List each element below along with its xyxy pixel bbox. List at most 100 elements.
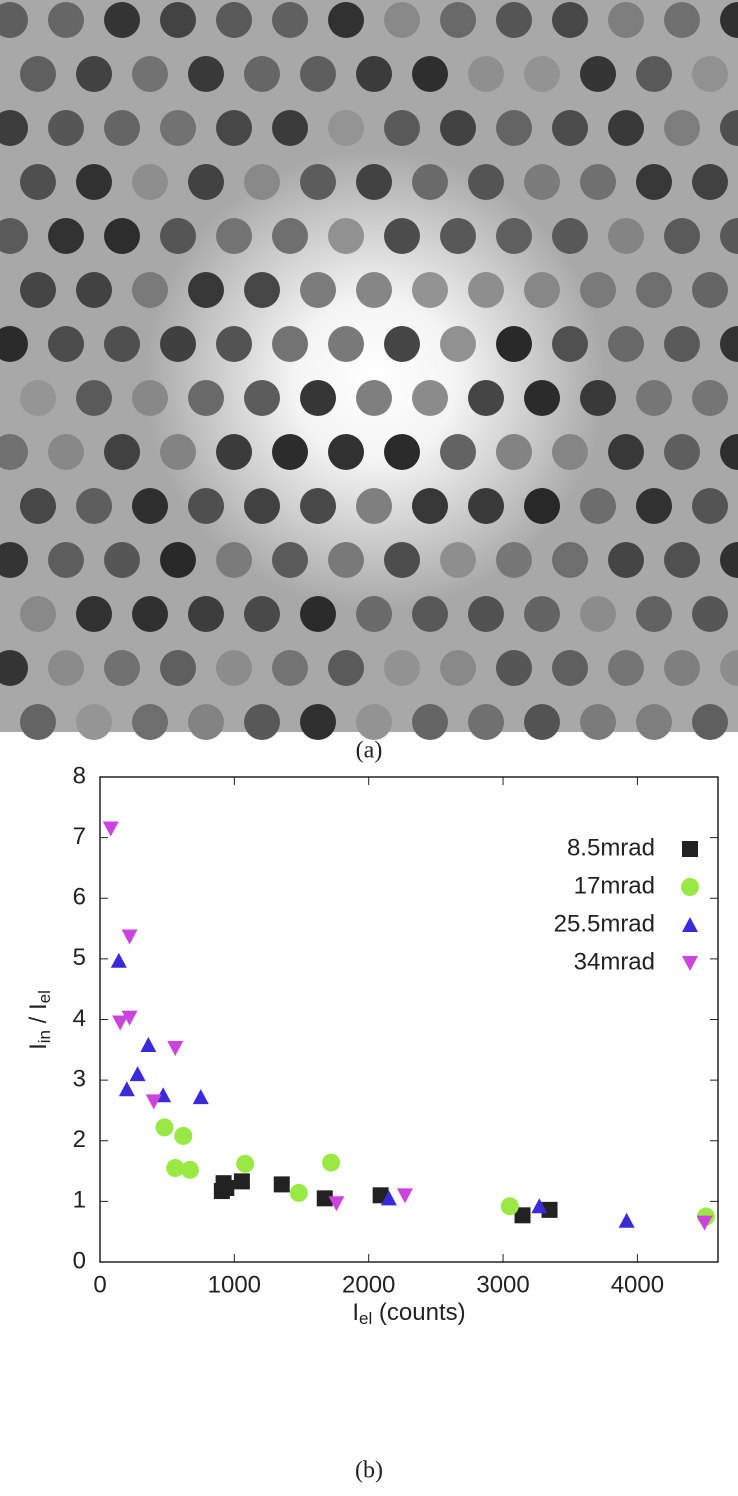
chart-caption: (b) (355, 1458, 383, 1484)
point (328, 1196, 345, 1212)
particle (468, 488, 504, 524)
particle (0, 434, 28, 470)
particle (160, 218, 196, 254)
particle (636, 272, 672, 308)
particle (412, 164, 448, 200)
particle (48, 218, 84, 254)
y-axis-label-part: in (35, 1030, 54, 1043)
particle (636, 380, 672, 416)
particle (356, 380, 392, 416)
particle (440, 542, 476, 578)
particle (356, 704, 392, 740)
particle (608, 326, 644, 362)
particle (300, 488, 336, 524)
particle (524, 488, 560, 524)
particle (328, 434, 364, 470)
particle (48, 326, 84, 362)
point (696, 1215, 713, 1231)
particle (0, 326, 28, 362)
particle (328, 2, 364, 38)
particle (636, 56, 672, 92)
particle (104, 542, 140, 578)
particle (300, 164, 336, 200)
particle (664, 2, 700, 38)
y-tick-label: 0 (73, 1247, 86, 1274)
particle (356, 596, 392, 632)
particle (468, 272, 504, 308)
particle (552, 110, 588, 146)
y-tick-label: 5 (73, 944, 86, 971)
particle (384, 218, 420, 254)
x-tick-label: 2000 (342, 1271, 395, 1298)
point (273, 1176, 290, 1193)
particle (664, 542, 700, 578)
particle (440, 650, 476, 686)
point (396, 1188, 413, 1204)
particle (468, 56, 504, 92)
particle (664, 434, 700, 470)
particle (20, 704, 56, 740)
particle (692, 704, 728, 740)
particle (720, 110, 738, 146)
particle (188, 272, 224, 308)
particle (300, 596, 336, 632)
legend-label: 8.5mrad (567, 834, 655, 861)
particle (636, 488, 672, 524)
particle (216, 434, 252, 470)
particle (580, 380, 616, 416)
particle (188, 488, 224, 524)
point (236, 1154, 255, 1173)
y-axis-label: Iin / Iel (25, 990, 54, 1050)
particle (580, 596, 616, 632)
point (110, 952, 127, 968)
particle (384, 2, 420, 38)
particle (244, 596, 280, 632)
particle (496, 434, 532, 470)
particle (412, 596, 448, 632)
particle (132, 164, 168, 200)
particle (0, 650, 28, 686)
particle (720, 650, 738, 686)
point (181, 1160, 200, 1179)
particle (524, 596, 560, 632)
particle (580, 272, 616, 308)
point (192, 1089, 209, 1105)
particle (636, 164, 672, 200)
point (618, 1212, 635, 1228)
point (145, 1094, 162, 1110)
particle (664, 326, 700, 362)
particle (608, 110, 644, 146)
micrograph (0, 0, 738, 740)
particle (496, 218, 532, 254)
particle (552, 650, 588, 686)
particle (20, 380, 56, 416)
particle (328, 326, 364, 362)
particle (692, 164, 728, 200)
particle (552, 326, 588, 362)
y-axis-label-part: el (35, 990, 54, 1003)
particle (244, 164, 280, 200)
point (112, 1015, 129, 1031)
particle (132, 596, 168, 632)
legend-label: 25.5mrad (554, 910, 655, 937)
particle (244, 380, 280, 416)
y-tick-label: 7 (73, 823, 86, 850)
particle (496, 2, 532, 38)
particle (328, 218, 364, 254)
particle (664, 110, 700, 146)
particle (188, 704, 224, 740)
legend-marker (682, 917, 698, 932)
x-axis-label-part: el (359, 1309, 372, 1328)
particle (552, 542, 588, 578)
particle (188, 380, 224, 416)
particle (636, 704, 672, 740)
particle (636, 596, 672, 632)
particle (440, 110, 476, 146)
particle (48, 434, 84, 470)
particle (244, 488, 280, 524)
y-tick-label: 8 (73, 762, 86, 789)
particle (20, 164, 56, 200)
point (289, 1183, 308, 1202)
particle (20, 596, 56, 632)
